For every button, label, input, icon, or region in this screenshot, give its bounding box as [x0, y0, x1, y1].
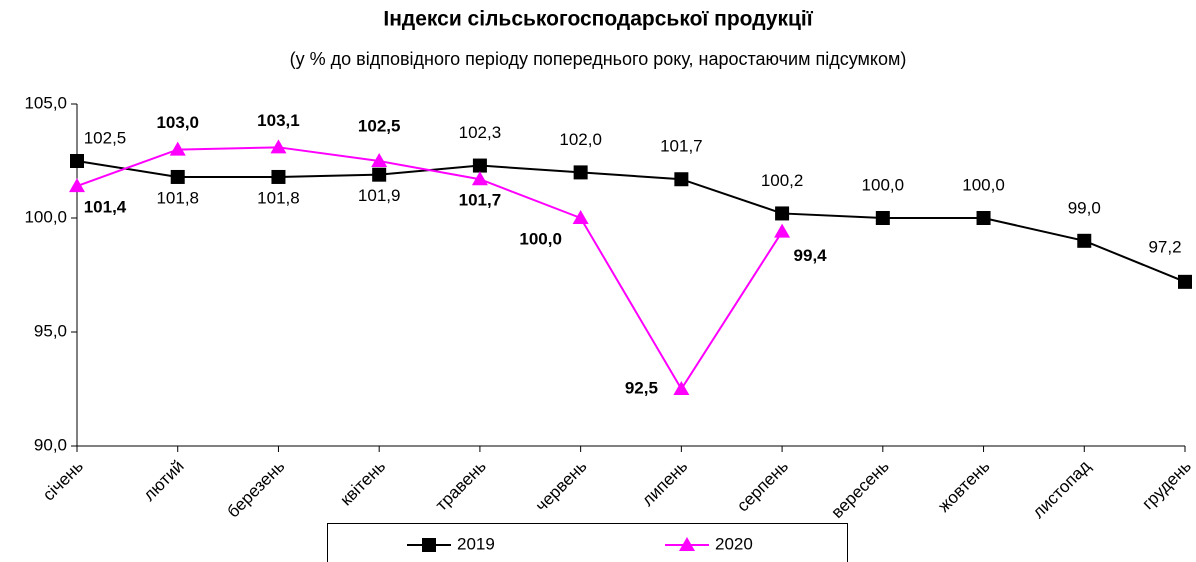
x-tick-label: грудень [1138, 456, 1195, 513]
series-line [76, 160, 1186, 283]
marker [673, 381, 690, 395]
data-label: 101,8 [156, 188, 199, 207]
marker [774, 223, 791, 238]
x-tick-label: квітень [336, 456, 389, 509]
x-tick-label: листопад [1029, 457, 1094, 522]
data-label: 101,7 [660, 137, 703, 156]
marker [472, 158, 487, 173]
marker [775, 206, 790, 221]
marker [679, 537, 695, 551]
y-tick-label: 90,0 [34, 435, 67, 454]
marker [422, 538, 436, 552]
data-label: 100,0 [862, 175, 905, 194]
data-label: 100,0 [962, 175, 1005, 194]
marker [976, 211, 991, 225]
x-tick-label: липень [638, 456, 691, 509]
data-label: 97,2 [1148, 237, 1181, 256]
x-tick-label: травень [432, 456, 490, 514]
legend-label: 2019 [457, 534, 495, 553]
data-label: 100,0 [519, 229, 562, 248]
x-tick-label: вересень [827, 456, 892, 521]
data-label: 102,5 [358, 116, 401, 135]
data-label: 103,0 [156, 113, 199, 132]
data-label: 103,1 [257, 111, 300, 130]
chart-subtitle: (у % до відповідного періоду попередньог… [290, 49, 907, 69]
legend-box [327, 523, 848, 562]
data-label: 99,4 [794, 246, 828, 265]
data-label: 92,5 [625, 378, 658, 397]
data-label: 99,0 [1068, 198, 1101, 217]
data-label: 101,9 [358, 186, 401, 205]
data-label: 101,7 [459, 191, 502, 210]
marker [573, 165, 588, 180]
marker [169, 141, 186, 156]
marker [371, 153, 388, 167]
data-label: 101,4 [84, 198, 127, 217]
data-label: 100,2 [761, 171, 804, 190]
data-label: 102,5 [84, 128, 127, 147]
marker [572, 210, 589, 224]
y-tick-label: 95,0 [34, 321, 67, 340]
marker [271, 169, 286, 184]
marker [69, 178, 85, 193]
chart-title: Індекси сільськогосподарської продукції [383, 8, 813, 31]
marker [471, 171, 488, 186]
legend-label: 2020 [715, 534, 753, 553]
data-label: 102,0 [559, 130, 602, 149]
marker [674, 172, 689, 187]
data-label: 101,8 [257, 188, 300, 207]
x-tick-label: березень [224, 456, 289, 521]
y-tick-label: 100,0 [24, 207, 67, 226]
marker [70, 154, 84, 168]
x-tick-label: лютий [140, 457, 188, 505]
data-label: 102,3 [459, 123, 502, 142]
series-line [76, 146, 783, 391]
x-tick-label: жовтень [934, 456, 993, 515]
x-tick-label: серпень [733, 456, 792, 515]
y-tick-label: 105,0 [24, 93, 67, 112]
marker [170, 169, 185, 184]
marker [1178, 274, 1192, 289]
marker [372, 167, 387, 182]
legend: 2019 2020 [327, 523, 848, 562]
x-tick-label: січень [39, 456, 87, 504]
x-tick-label: червень [532, 456, 591, 515]
marker [875, 211, 890, 225]
marker [270, 139, 287, 154]
marker [1077, 233, 1092, 248]
